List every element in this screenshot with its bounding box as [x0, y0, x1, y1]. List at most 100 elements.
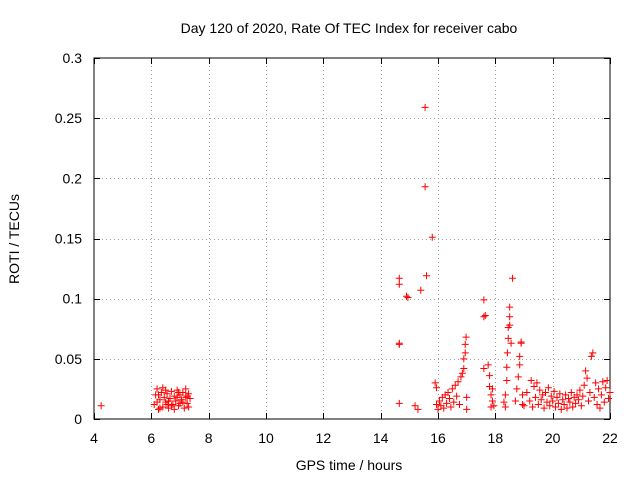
data-point	[519, 401, 527, 409]
data-point	[572, 399, 580, 407]
data-point	[577, 402, 585, 410]
data-point	[395, 399, 403, 407]
data-point	[523, 389, 531, 397]
data-point	[513, 385, 521, 393]
x-axis-label: GPS time / hours	[296, 457, 403, 473]
data-point	[517, 338, 525, 346]
data-point	[461, 340, 469, 348]
chart-title: Day 120 of 2020, Rate Of TEC Index for r…	[181, 20, 518, 36]
data-point	[507, 339, 515, 347]
data-point	[176, 399, 184, 407]
data-point	[586, 389, 594, 397]
data-point	[182, 393, 190, 401]
y-tick-label: 0.05	[55, 351, 82, 367]
data-point	[540, 404, 548, 412]
data-point	[443, 399, 451, 407]
data-point	[162, 386, 170, 394]
data-point	[167, 402, 175, 410]
data-point	[172, 397, 180, 405]
data-point	[447, 403, 455, 411]
x-tick-label: 8	[205, 430, 213, 446]
data-point	[488, 397, 496, 405]
data-point	[526, 397, 534, 405]
data-point	[179, 398, 187, 406]
data-point	[531, 393, 539, 401]
data-point	[445, 395, 453, 403]
data-point	[506, 313, 514, 321]
data-point	[537, 396, 545, 404]
data-point	[163, 401, 171, 409]
data-point	[431, 379, 439, 387]
data-point	[97, 402, 105, 410]
data-point	[534, 401, 542, 409]
x-tick-label: 20	[545, 430, 561, 446]
data-point	[155, 405, 162, 413]
data-point	[487, 391, 495, 399]
data-point	[549, 397, 557, 405]
data-point	[554, 399, 562, 407]
data-point	[519, 391, 527, 399]
data-point	[504, 334, 512, 342]
data-point	[463, 393, 471, 401]
data-point	[423, 272, 431, 280]
data-point	[593, 401, 601, 409]
data-point	[559, 396, 567, 404]
data-point	[440, 404, 448, 412]
data-point	[600, 398, 608, 406]
x-tick-label: 4	[90, 430, 98, 446]
data-point	[503, 376, 511, 384]
x-tick-label: 22	[602, 430, 618, 446]
data-point	[170, 405, 178, 413]
data-point	[421, 183, 429, 191]
data-point	[529, 403, 537, 411]
data-point	[552, 403, 560, 411]
data-point	[516, 361, 524, 369]
data-point	[159, 403, 167, 411]
data-point	[509, 274, 517, 282]
data-point	[599, 378, 607, 386]
data-point	[448, 385, 456, 393]
data-point	[433, 384, 441, 392]
data-point	[550, 387, 558, 395]
data-point	[173, 393, 181, 401]
data-point	[547, 392, 555, 400]
data-point	[460, 355, 468, 363]
data-point	[557, 405, 565, 413]
data-point	[484, 361, 492, 369]
data-point	[506, 321, 514, 329]
x-tick-label: 16	[430, 430, 446, 446]
data-point	[421, 103, 429, 111]
tick-labels: 4 6 8 10 12 14 16 18 20 22 0 0.05 0.1 0.15 0.2 0.25 0.3	[55, 50, 618, 446]
data-point	[543, 398, 551, 406]
data-point	[597, 391, 605, 399]
data-point	[503, 349, 511, 357]
data-point	[562, 391, 570, 399]
data-point	[180, 404, 188, 412]
data-point	[460, 364, 468, 372]
data-point	[163, 390, 171, 398]
data-point	[183, 392, 191, 400]
data-point	[402, 292, 410, 300]
data-point	[461, 349, 469, 357]
x-tick-label: 14	[373, 430, 389, 446]
x-tick-label: 12	[316, 430, 332, 446]
x-tick-label: 10	[258, 430, 274, 446]
data-point	[546, 402, 554, 410]
data-point	[463, 405, 471, 413]
data-point	[480, 296, 488, 304]
data-point	[160, 393, 168, 401]
y-tick-label: 0.3	[63, 50, 83, 66]
data-point	[574, 396, 582, 404]
data-point	[564, 395, 572, 403]
plot-frame	[93, 57, 611, 420]
data-point	[170, 392, 178, 400]
data-point	[480, 313, 488, 321]
data-point	[579, 392, 587, 400]
data-point	[395, 280, 403, 288]
data-point	[185, 403, 193, 411]
data-point	[481, 312, 489, 320]
data-point	[153, 398, 161, 406]
x-tick-label: 6	[147, 430, 155, 446]
data-point	[458, 369, 466, 377]
